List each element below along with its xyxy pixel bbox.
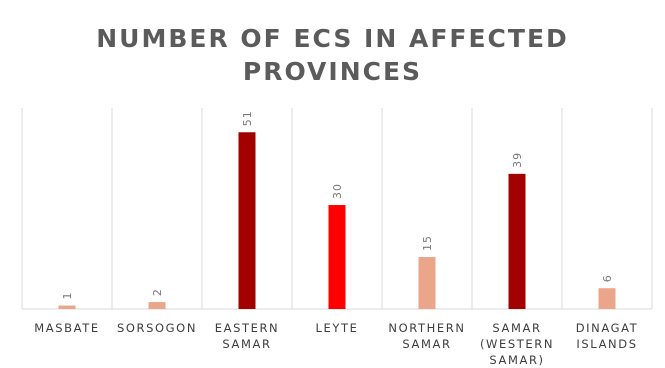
chart-title-line-1: NUMBER OF ECS IN AFFECTED (96, 24, 569, 53)
chart-title: NUMBER OF ECS IN AFFECTED PROVINCES (0, 22, 665, 88)
tick-label-northern-samar: NORTHERN SAMAR (388, 321, 465, 351)
data-label-eastern-samar: 51 (241, 110, 254, 126)
tick-label-dinagat-islands: DINAGAT ISLANDS (576, 321, 639, 351)
data-label-masbate: 1 (61, 292, 74, 300)
data-label-sorsogon: 2 (151, 288, 164, 296)
bar-northern-samar (418, 257, 436, 309)
bar-leyte (328, 205, 346, 309)
data-label-leyte: 30 (331, 183, 344, 199)
data-label-samar-western-samar: 39 (511, 152, 524, 168)
bar-sorsogon (148, 302, 166, 309)
bar-eastern-samar (238, 132, 256, 309)
tick-label-samar-western-samar: SAMAR (WESTERN SAMAR) (480, 321, 554, 367)
bar-masbate (58, 305, 76, 309)
bar-samar-western-samar (508, 173, 526, 309)
data-label-dinagat-islands: 6 (601, 274, 614, 282)
tick-label-leyte: LEYTE (316, 321, 359, 335)
tick-label-eastern-samar: EASTERN SAMAR (215, 321, 280, 351)
tick-label-masbate: MASBATE (34, 321, 99, 335)
chart-title-line-2: PROVINCES (242, 57, 423, 86)
tick-label-sorsogon: SORSOGON (117, 321, 197, 335)
bar-dinagat-islands (598, 288, 616, 309)
data-label-northern-samar: 15 (421, 235, 434, 251)
